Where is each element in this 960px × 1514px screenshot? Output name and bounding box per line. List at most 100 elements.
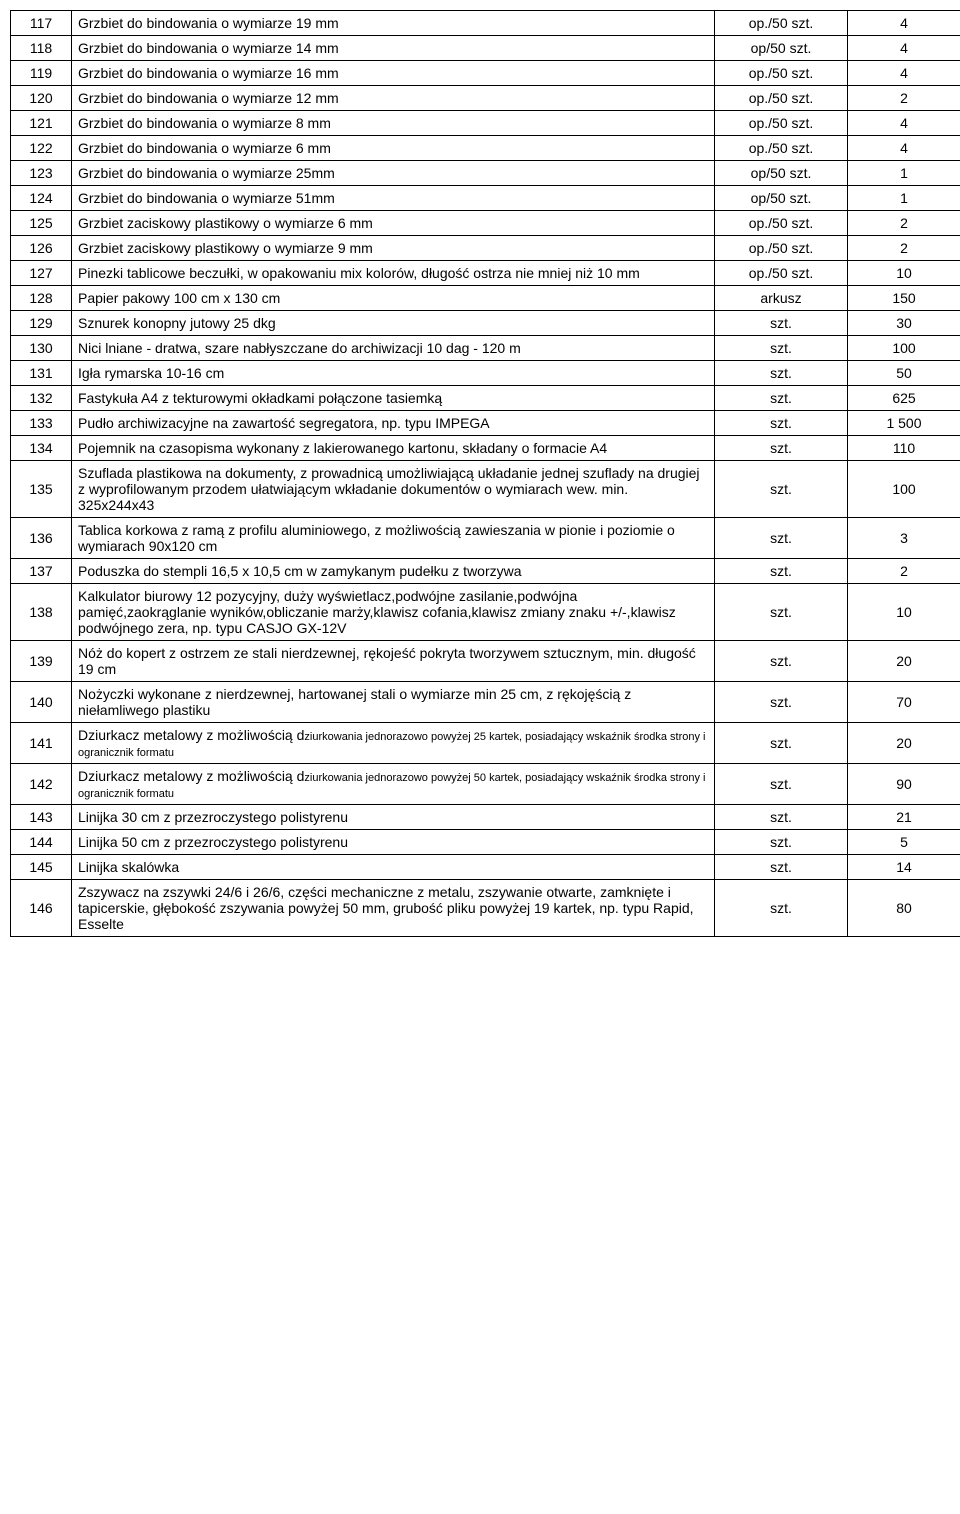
row-number: 131 bbox=[11, 361, 72, 386]
row-unit: szt. bbox=[715, 805, 848, 830]
row-unit: szt. bbox=[715, 723, 848, 764]
row-number: 124 bbox=[11, 186, 72, 211]
table-row: 145Linijka skalówkaszt.14 bbox=[11, 855, 960, 880]
table-row: 126Grzbiet zaciskowy plastikowy o wymiar… bbox=[11, 236, 960, 261]
table-row: 139Nóż do kopert z ostrzem ze stali nier… bbox=[11, 641, 960, 682]
row-description: Fastykuła A4 z tekturowymi okładkami poł… bbox=[72, 386, 715, 411]
row-number: 139 bbox=[11, 641, 72, 682]
row-number: 145 bbox=[11, 855, 72, 880]
row-unit: op./50 szt. bbox=[715, 111, 848, 136]
row-quantity: 4 bbox=[848, 111, 960, 136]
table-row: 143Linijka 30 cm z przezroczystego polis… bbox=[11, 805, 960, 830]
row-number: 136 bbox=[11, 518, 72, 559]
table-body: 117Grzbiet do bindowania o wymiarze 19 m… bbox=[11, 11, 960, 937]
row-unit: op./50 szt. bbox=[715, 136, 848, 161]
row-unit: szt. bbox=[715, 461, 848, 518]
row-number: 127 bbox=[11, 261, 72, 286]
table-row: 140Nożyczki wykonane z nierdzewnej, hart… bbox=[11, 682, 960, 723]
row-unit: arkusz bbox=[715, 286, 848, 311]
row-number: 144 bbox=[11, 830, 72, 855]
row-number: 141 bbox=[11, 723, 72, 764]
row-number: 119 bbox=[11, 61, 72, 86]
row-quantity: 100 bbox=[848, 461, 960, 518]
row-quantity: 50 bbox=[848, 361, 960, 386]
table-row: 138Kalkulator biurowy 12 pozycyjny, duży… bbox=[11, 584, 960, 641]
row-quantity: 1 500 bbox=[848, 411, 960, 436]
row-description: Linijka skalówka bbox=[72, 855, 715, 880]
table-row: 146Zszywacz na zszywki 24/6 i 26/6, częś… bbox=[11, 880, 960, 937]
row-quantity: 70 bbox=[848, 682, 960, 723]
row-description: Grzbiet do bindowania o wymiarze 14 mm bbox=[72, 36, 715, 61]
row-unit: szt. bbox=[715, 584, 848, 641]
table-row: 128Papier pakowy 100 cm x 130 cmarkusz15… bbox=[11, 286, 960, 311]
row-quantity: 10 bbox=[848, 584, 960, 641]
row-description: Pinezki tablicowe beczułki, w opakowaniu… bbox=[72, 261, 715, 286]
row-quantity: 1 bbox=[848, 186, 960, 211]
table-row: 119Grzbiet do bindowania o wymiarze 16 m… bbox=[11, 61, 960, 86]
row-quantity: 3 bbox=[848, 518, 960, 559]
table-row: 133Pudło archiwizacyjne na zawartość seg… bbox=[11, 411, 960, 436]
row-unit: op./50 szt. bbox=[715, 61, 848, 86]
row-description: Linijka 50 cm z przezroczystego polistyr… bbox=[72, 830, 715, 855]
row-unit: szt. bbox=[715, 682, 848, 723]
row-description: Grzbiet do bindowania o wymiarze 19 mm bbox=[72, 11, 715, 36]
row-quantity: 2 bbox=[848, 559, 960, 584]
row-number: 130 bbox=[11, 336, 72, 361]
row-unit: op./50 szt. bbox=[715, 236, 848, 261]
row-unit: op./50 szt. bbox=[715, 86, 848, 111]
table-row: 122Grzbiet do bindowania o wymiarze 6 mm… bbox=[11, 136, 960, 161]
row-description: Grzbiet zaciskowy plastikowy o wymiarze … bbox=[72, 236, 715, 261]
row-description: Tablica korkowa z ramą z profilu alumini… bbox=[72, 518, 715, 559]
row-description: Pudło archiwizacyjne na zawartość segreg… bbox=[72, 411, 715, 436]
table-row: 141Dziurkacz metalowy z możliwością dziu… bbox=[11, 723, 960, 764]
row-number: 138 bbox=[11, 584, 72, 641]
row-number: 135 bbox=[11, 461, 72, 518]
row-number: 140 bbox=[11, 682, 72, 723]
row-unit: szt. bbox=[715, 336, 848, 361]
row-number: 143 bbox=[11, 805, 72, 830]
row-unit: szt. bbox=[715, 880, 848, 937]
row-number: 125 bbox=[11, 211, 72, 236]
specification-table: 117Grzbiet do bindowania o wymiarze 19 m… bbox=[10, 10, 960, 937]
row-description: Grzbiet do bindowania o wymiarze 12 mm bbox=[72, 86, 715, 111]
table-row: 118Grzbiet do bindowania o wymiarze 14 m… bbox=[11, 36, 960, 61]
table-row: 129Sznurek konopny jutowy 25 dkgszt.30 bbox=[11, 311, 960, 336]
row-quantity: 625 bbox=[848, 386, 960, 411]
table-row: 132Fastykuła A4 z tekturowymi okładkami … bbox=[11, 386, 960, 411]
row-unit: szt. bbox=[715, 411, 848, 436]
row-description: Sznurek konopny jutowy 25 dkg bbox=[72, 311, 715, 336]
row-number: 132 bbox=[11, 386, 72, 411]
table-row: 127Pinezki tablicowe beczułki, w opakowa… bbox=[11, 261, 960, 286]
table-row: 130Nici lniane - dratwa, szare nabłyszcz… bbox=[11, 336, 960, 361]
row-unit: szt. bbox=[715, 641, 848, 682]
table-row: 117Grzbiet do bindowania o wymiarze 19 m… bbox=[11, 11, 960, 36]
row-unit: op/50 szt. bbox=[715, 186, 848, 211]
row-quantity: 150 bbox=[848, 286, 960, 311]
row-description: Grzbiet do bindowania o wymiarze 16 mm bbox=[72, 61, 715, 86]
row-number: 121 bbox=[11, 111, 72, 136]
row-quantity: 21 bbox=[848, 805, 960, 830]
table-row: 120Grzbiet do bindowania o wymiarze 12 m… bbox=[11, 86, 960, 111]
row-quantity: 100 bbox=[848, 336, 960, 361]
row-description: Pojemnik na czasopisma wykonany z lakier… bbox=[72, 436, 715, 461]
row-unit: szt. bbox=[715, 361, 848, 386]
table-row: 123Grzbiet do bindowania o wymiarze 25mm… bbox=[11, 161, 960, 186]
row-unit: op./50 szt. bbox=[715, 211, 848, 236]
row-number: 128 bbox=[11, 286, 72, 311]
row-description: Kalkulator biurowy 12 pozycyjny, duży wy… bbox=[72, 584, 715, 641]
row-number: 118 bbox=[11, 36, 72, 61]
row-unit: op/50 szt. bbox=[715, 36, 848, 61]
row-number: 120 bbox=[11, 86, 72, 111]
row-quantity: 4 bbox=[848, 36, 960, 61]
row-description: Zszywacz na zszywki 24/6 i 26/6, części … bbox=[72, 880, 715, 937]
row-quantity: 4 bbox=[848, 61, 960, 86]
row-description: Grzbiet do bindowania o wymiarze 25mm bbox=[72, 161, 715, 186]
row-description: Szuflada plastikowa na dokumenty, z prow… bbox=[72, 461, 715, 518]
row-quantity: 110 bbox=[848, 436, 960, 461]
table-row: 142Dziurkacz metalowy z możliwością dziu… bbox=[11, 764, 960, 805]
row-quantity: 4 bbox=[848, 11, 960, 36]
row-quantity: 20 bbox=[848, 641, 960, 682]
row-description: Nożyczki wykonane z nierdzewnej, hartowa… bbox=[72, 682, 715, 723]
row-unit: szt. bbox=[715, 764, 848, 805]
row-unit: op./50 szt. bbox=[715, 11, 848, 36]
